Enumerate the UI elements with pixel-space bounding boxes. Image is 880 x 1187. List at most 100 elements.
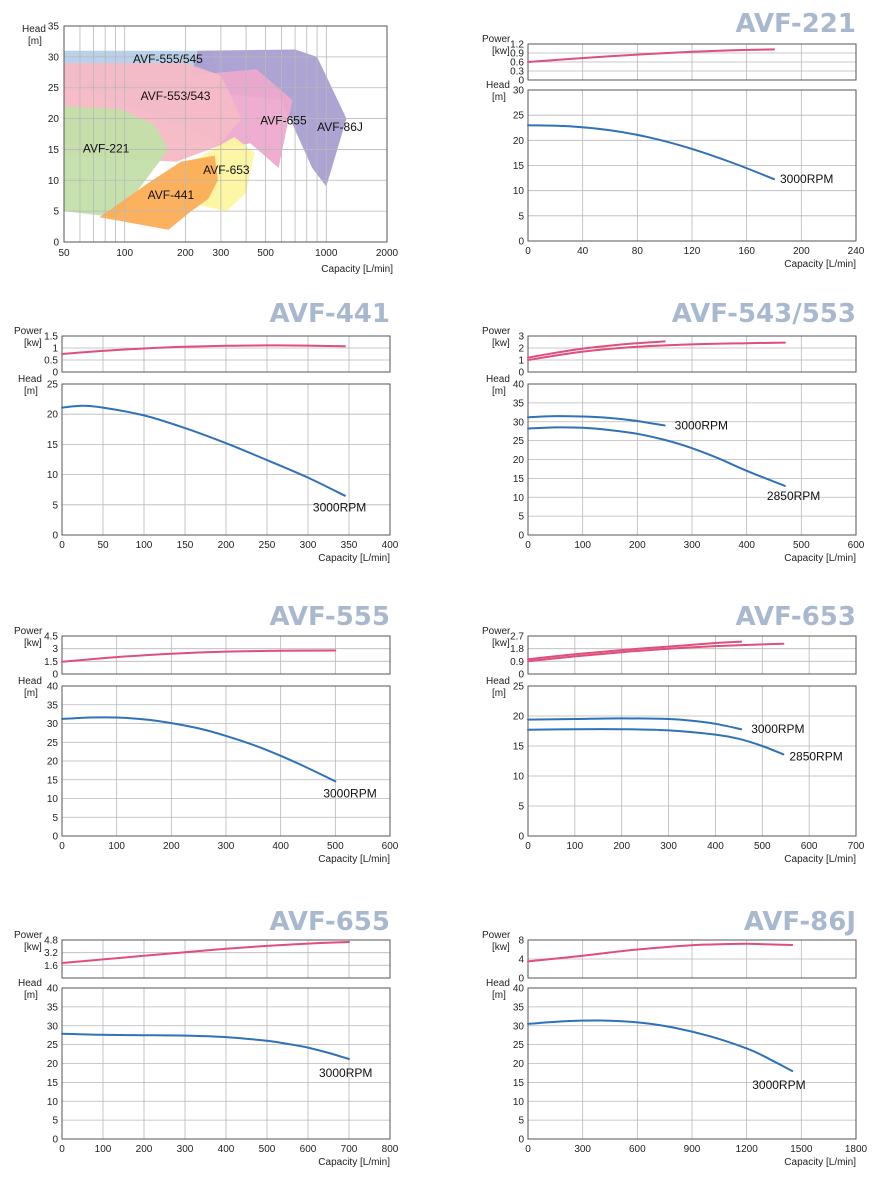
overview-y-tick: 35 (48, 22, 60, 33)
power-y-tick: 3 (518, 332, 524, 343)
overview-y-tick: 25 (48, 83, 60, 94)
overview-x-tick: 300 (213, 248, 230, 259)
x-axis-label: Capacity [L/min] (784, 1157, 856, 1168)
x-tick: 300 (177, 1144, 194, 1155)
region-label: AVF-653 (203, 163, 250, 177)
power-y-tick: 3 (52, 644, 58, 655)
power-y-unit: [kw] (492, 942, 510, 953)
x-tick: 400 (382, 540, 399, 551)
overview-y-tick: 15 (48, 145, 60, 156)
x-tick: 400 (738, 540, 755, 551)
x-tick: 0 (59, 1144, 65, 1155)
head-y-tick: 0 (518, 832, 524, 843)
power-y-tick: 3.2 (44, 948, 58, 959)
head-frame (527, 383, 857, 536)
x-tick: 500 (327, 841, 344, 852)
head-y-tick: 10 (47, 470, 59, 481)
head-y-tick: 20 (513, 455, 525, 466)
x-tick: 100 (95, 1144, 112, 1155)
power-y-tick: 1.2 (510, 40, 524, 51)
x-axis-label: Capacity [L/min] (318, 854, 390, 865)
x-tick: 600 (848, 540, 865, 551)
x-tick: 600 (629, 1144, 646, 1155)
rpm-label: 3000RPM (675, 419, 728, 433)
rpm-label: 3000RPM (780, 172, 833, 186)
power-curve (527, 642, 785, 663)
head-curve (527, 717, 743, 731)
head-y-tick: 40 (47, 682, 59, 693)
rpm-label: 3000RPM (752, 1078, 805, 1092)
overview-frame (63, 25, 388, 243)
x-tick: 400 (218, 1144, 235, 1155)
head-y-tick: 5 (518, 802, 524, 813)
head-y-tick: 15 (513, 161, 525, 172)
head-y-tick: 0 (518, 531, 524, 542)
head-y-tick: 25 (513, 111, 525, 122)
x-tick: 300 (684, 540, 701, 551)
power-y-tick: 0.9 (510, 49, 524, 60)
x-tick: 100 (574, 540, 591, 551)
x-axis-label: Capacity [L/min] (784, 854, 856, 865)
power-y-tick: 1 (52, 344, 58, 355)
head-curve (527, 415, 666, 427)
overview-x-tick: 2000 (376, 248, 399, 259)
power-y-tick: 0 (52, 670, 58, 681)
power-y-label: Power (14, 930, 43, 941)
head-frame (527, 685, 857, 837)
x-tick: 160 (738, 246, 755, 257)
head-y-label: Head (486, 80, 510, 91)
head-y-tick: 10 (513, 1097, 525, 1108)
x-tick: 100 (136, 540, 153, 551)
overview-x-tick: 200 (177, 248, 194, 259)
x-tick: 0 (59, 841, 65, 852)
head-y-unit: [m] (492, 92, 506, 103)
power-curve (527, 640, 743, 661)
x-tick: 300 (660, 841, 677, 852)
head-y-tick: 5 (52, 1116, 58, 1127)
head-y-tick: 20 (47, 757, 59, 768)
overview-x-tick: 100 (116, 248, 133, 259)
overview-chart: Head [m] Capacity [L/min] 0 5 10 15 20 25 30 35… (22, 22, 399, 276)
model-title: AVF-555 (269, 602, 390, 632)
head-y-tick: 15 (47, 440, 59, 451)
model-title: AVF-86J (744, 907, 856, 937)
power-y-tick: 0 (518, 974, 524, 985)
x-tick: 600 (300, 1144, 317, 1155)
x-tick: 40 (577, 246, 589, 257)
model-title: AVF-655 (269, 907, 390, 937)
power-y-tick: 0 (518, 368, 524, 379)
power-y-tick: 0 (518, 670, 524, 681)
x-tick: 1200 (736, 1144, 759, 1155)
head-y-unit: [m] (492, 688, 506, 699)
x-tick: 200 (613, 841, 630, 852)
x-tick: 0 (525, 841, 531, 852)
power-y-tick: 4.5 (44, 632, 58, 643)
overview-y-label: Head (22, 24, 46, 35)
power-curve (61, 344, 346, 355)
power-frame (527, 635, 857, 675)
chart-avf-86j: AVF-86J 0 4 8 Power[kw] 0 5 10 15 20 25 30 35 40Head[… (482, 907, 868, 1168)
head-y-tick: 35 (513, 398, 525, 409)
head-y-tick: 15 (513, 1078, 525, 1089)
x-tick: 300 (300, 540, 317, 551)
power-y-tick: 0 (52, 368, 58, 379)
x-axis-label: Capacity [L/min] (784, 259, 856, 270)
head-y-unit: [m] (24, 386, 38, 397)
x-tick: 0 (525, 246, 531, 257)
x-tick: 200 (163, 841, 180, 852)
head-curve (527, 124, 775, 181)
head-y-tick: 30 (513, 86, 525, 97)
model-title: AVF-221 (735, 9, 856, 39)
head-frame (61, 685, 391, 837)
head-y-tick: 0 (52, 1135, 58, 1146)
overview-y-unit: [m] (28, 36, 42, 47)
x-tick: 200 (136, 1144, 153, 1155)
head-curve (61, 404, 346, 497)
power-frame (527, 335, 857, 373)
power-y-tick: 0.3 (510, 67, 524, 78)
x-tick: 100 (567, 841, 584, 852)
overview-y-tick: 30 (48, 52, 60, 63)
